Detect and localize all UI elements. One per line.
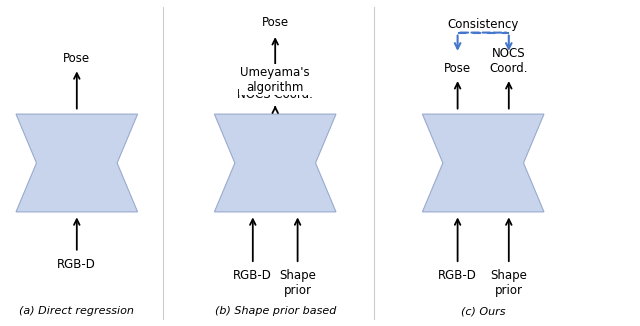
Text: RGB-D: RGB-D: [438, 269, 477, 282]
Text: Pose: Pose: [63, 52, 90, 65]
Text: Consistency: Consistency: [447, 18, 519, 31]
Text: Shape
prior: Shape prior: [279, 269, 316, 297]
Text: NOCS Coord.: NOCS Coord.: [237, 88, 313, 101]
Text: Pose: Pose: [444, 62, 471, 75]
Polygon shape: [214, 114, 336, 212]
Text: RGB-D: RGB-D: [58, 258, 96, 271]
Text: Shape
prior: Shape prior: [490, 269, 527, 297]
Text: Pose: Pose: [262, 16, 289, 29]
Text: RGB-D: RGB-D: [234, 269, 272, 282]
Polygon shape: [422, 114, 544, 212]
Text: NOCS
Coord.: NOCS Coord.: [490, 47, 528, 75]
Text: (b) Shape prior based: (b) Shape prior based: [214, 306, 336, 316]
Text: (c) Ours: (c) Ours: [461, 306, 506, 316]
Text: Umeyama's
algorithm: Umeyama's algorithm: [241, 66, 310, 94]
Text: (a) Direct regression: (a) Direct regression: [19, 306, 134, 316]
Polygon shape: [16, 114, 138, 212]
